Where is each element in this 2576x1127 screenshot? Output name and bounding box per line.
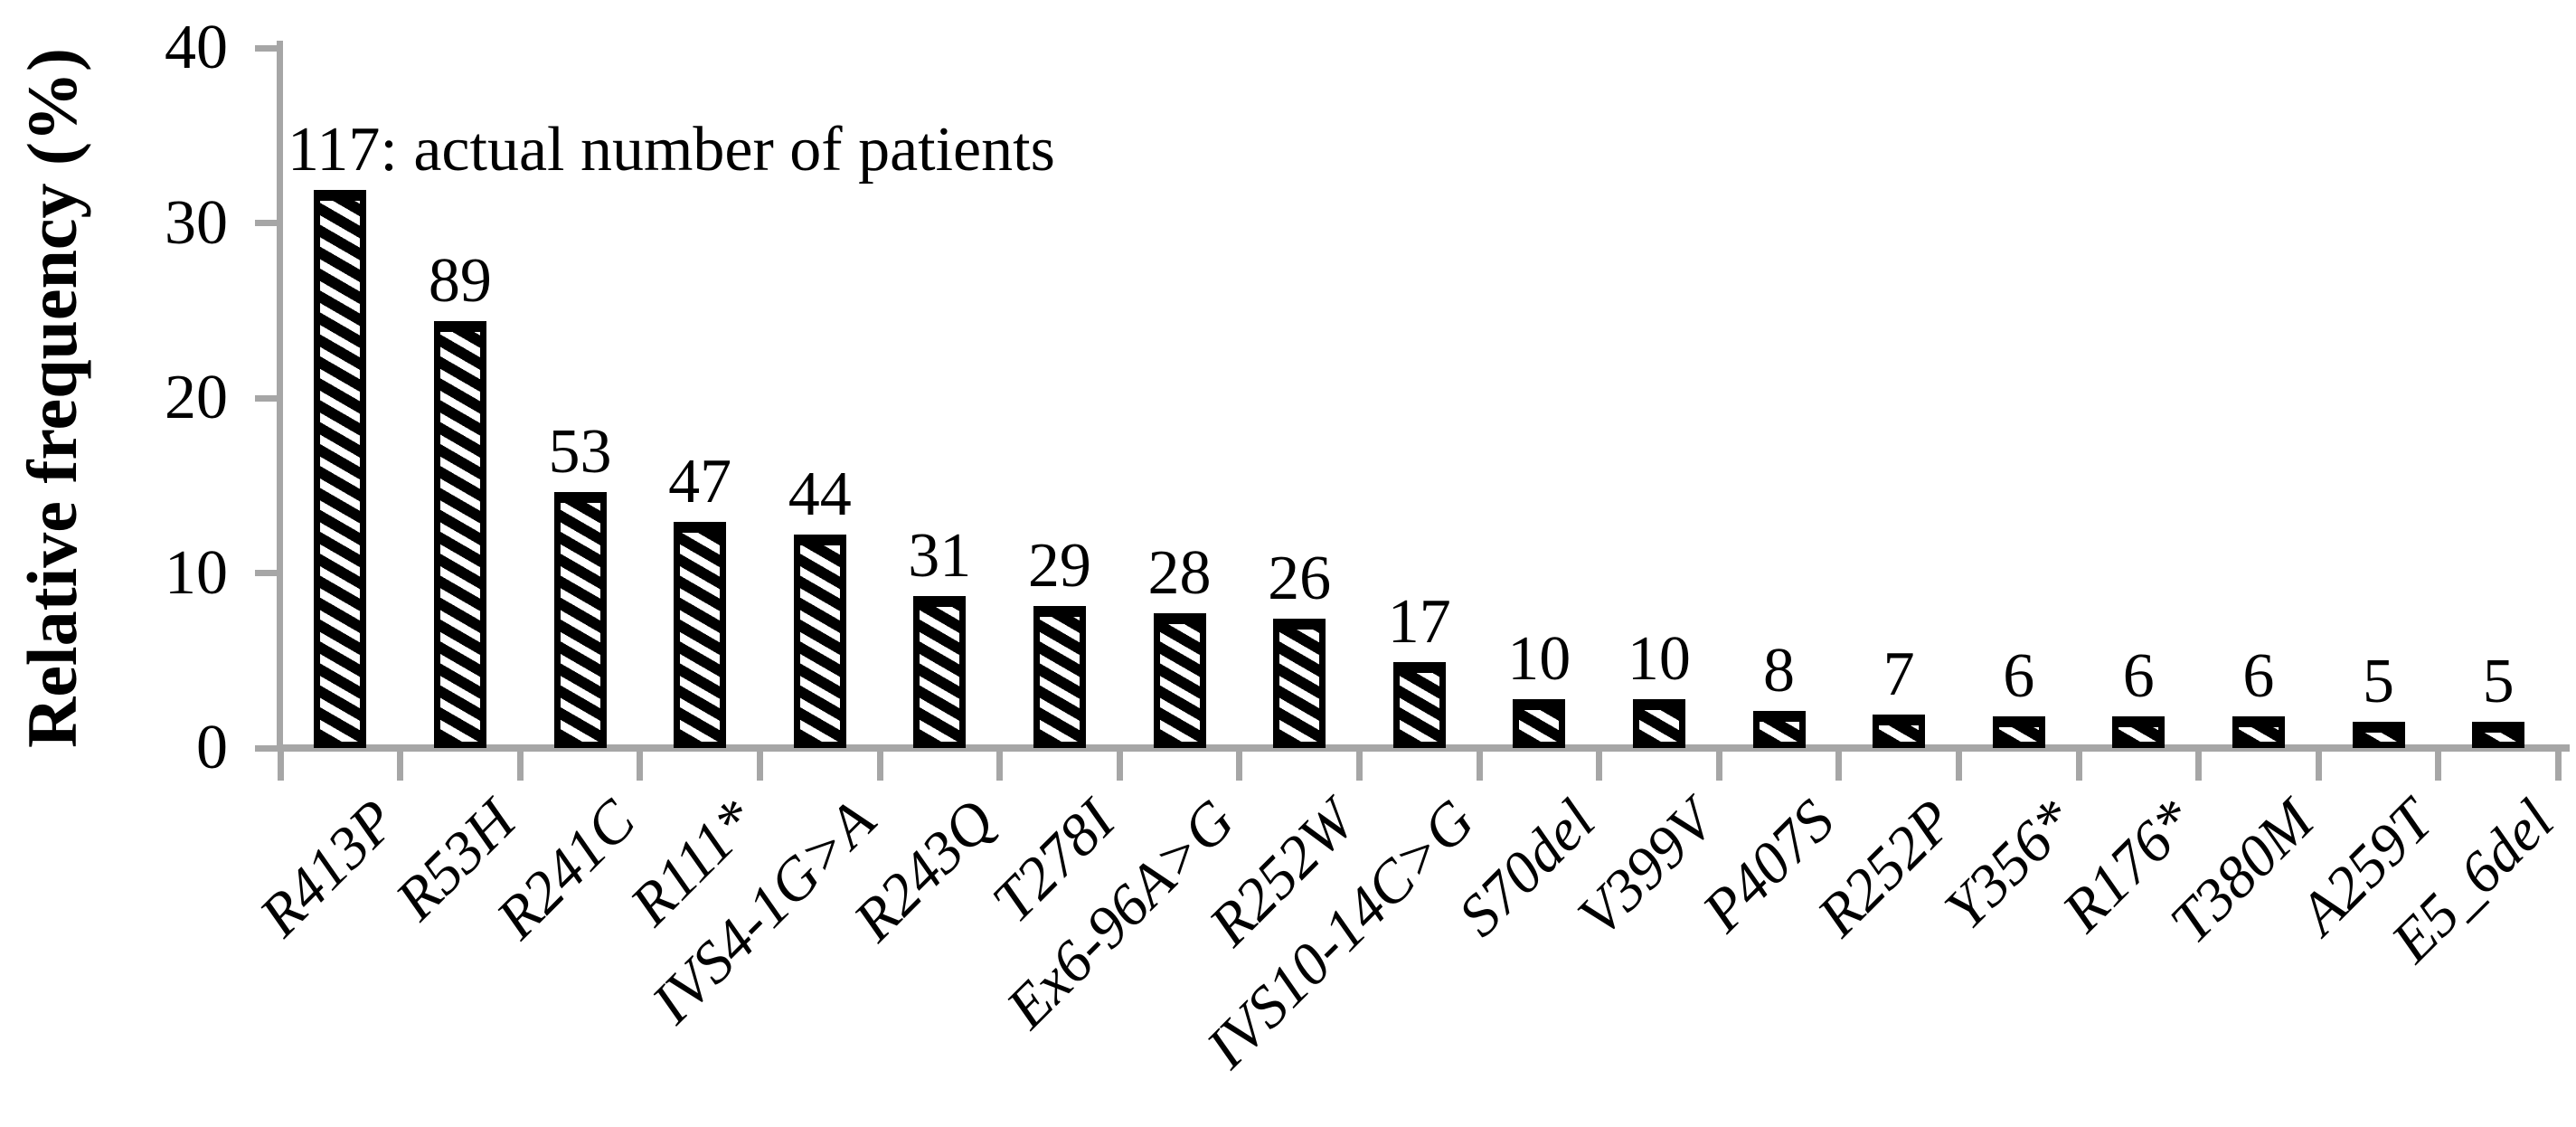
x-axis-tick (2315, 752, 2322, 781)
y-tick-label: 10 (165, 537, 228, 608)
bar-data-label: 28 (1147, 538, 1212, 608)
bar-data-label: 47 (668, 447, 732, 516)
bar (2472, 722, 2525, 748)
y-axis-tick (255, 394, 280, 402)
x-axis-tick (996, 752, 1004, 781)
bar (1392, 662, 1446, 748)
bar (1752, 711, 1806, 748)
bar (2232, 716, 2285, 748)
bar (314, 190, 367, 748)
y-tick-label: 30 (165, 187, 228, 258)
bar-data-label: 31 (908, 521, 972, 591)
y-axis-tick (255, 744, 280, 752)
bar (1513, 699, 1566, 748)
bar-data-label: 10 (1627, 624, 1691, 694)
x-axis-tick (1476, 752, 1483, 781)
x-axis-tick (516, 752, 524, 781)
bar-data-label: 5 (2482, 647, 2515, 716)
x-axis-tick (1715, 752, 1722, 781)
bar (913, 596, 967, 748)
bar-data-label: 7 (1882, 639, 1915, 709)
bar (433, 321, 486, 748)
bar-data-label: 89 (428, 246, 492, 316)
x-axis-tick (1835, 752, 1843, 781)
x-axis-tick (2554, 752, 2562, 781)
bar (1632, 699, 1685, 748)
bar (1033, 606, 1086, 748)
y-tick-label: 0 (196, 713, 228, 782)
y-axis-tick (255, 570, 280, 576)
x-axis-tick (2435, 752, 2442, 781)
bar (1873, 715, 1926, 748)
y-tick-label: 20 (165, 363, 228, 432)
bar-data-label: 8 (1763, 636, 1795, 706)
x-axis-tick (1355, 752, 1363, 781)
bar-data-label: 6 (2003, 641, 2035, 711)
x-axis-tick (1596, 752, 1603, 781)
bar-data-label: 29 (1027, 531, 1091, 601)
x-category-label: S70del (1445, 787, 1608, 950)
bar-data-label: 5 (2363, 647, 2394, 716)
bar-data-label: 26 (1268, 544, 1332, 613)
y-tick-label: 40 (165, 13, 228, 82)
x-axis-tick (1236, 752, 1243, 781)
x-axis-tick (2195, 752, 2203, 781)
bar-data-label: 6 (2122, 641, 2155, 711)
bar-data-label: 44 (788, 459, 852, 529)
x-category-label: Y356* (1931, 787, 2087, 942)
x-axis-tick (1116, 752, 1123, 781)
annotation-text: 117: actual number of patients (288, 115, 1055, 185)
bar (553, 492, 607, 748)
bar-data-label: 17 (1387, 587, 1451, 657)
bar-data-label: 53 (548, 417, 612, 487)
y-axis-tick (255, 44, 280, 52)
bar (793, 535, 846, 748)
bar-data-label: 6 (2242, 641, 2275, 711)
bar (2112, 716, 2166, 748)
x-axis-line (277, 744, 2570, 752)
bar (674, 522, 727, 748)
bar (1992, 716, 2045, 748)
x-axis-tick (277, 752, 284, 781)
x-category-label: R413P (246, 787, 409, 950)
y-axis-tick (255, 220, 280, 226)
bar (1153, 613, 1206, 748)
x-category-label: R252P (1805, 787, 1967, 950)
x-axis-tick (876, 752, 883, 781)
x-axis-tick (637, 752, 644, 781)
x-axis-tick (1955, 752, 1962, 781)
x-axis-tick (756, 752, 763, 781)
x-category-label: V399V (1565, 787, 1728, 950)
x-category-label: R241C (484, 787, 648, 952)
bar (2352, 722, 2405, 748)
bar-data-label: 10 (1507, 624, 1571, 694)
x-axis-tick (397, 752, 404, 781)
x-axis-tick (2075, 752, 2082, 781)
bar (1273, 619, 1326, 748)
